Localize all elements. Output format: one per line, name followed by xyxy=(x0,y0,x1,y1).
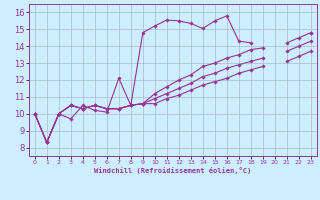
X-axis label: Windchill (Refroidissement éolien,°C): Windchill (Refroidissement éolien,°C) xyxy=(94,167,252,174)
